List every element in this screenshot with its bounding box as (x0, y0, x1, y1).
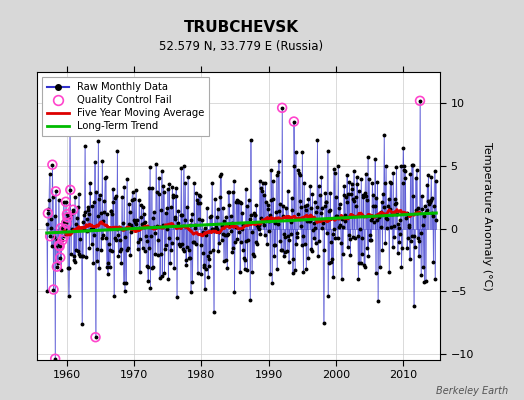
Point (51, 356, 59, 362)
Point (416, 98, 424, 104)
Point (57, 225, 65, 231)
Point (52, 264, 61, 270)
Point (48, 162, 57, 168)
Point (49, 286, 58, 293)
Point (91, 334, 100, 340)
Point (58, 237, 67, 243)
Point (46, 233, 54, 240)
Text: 52.579 N, 33.779 E (Russia): 52.579 N, 33.779 E (Russia) (159, 40, 323, 53)
Legend: Raw Monthly Data, Quality Control Fail, Five Year Moving Average, Long-Term Tren: Raw Monthly Data, Quality Control Fail, … (42, 77, 209, 136)
Point (55, 242, 63, 248)
Point (60, 233, 68, 240)
Point (43, 210, 52, 216)
Point (69, 206, 78, 213)
Point (63, 214, 72, 221)
Point (290, 118, 298, 125)
Y-axis label: Temperature Anomaly (°C): Temperature Anomaly (°C) (482, 142, 492, 290)
Point (66, 187, 74, 193)
Point (62, 198, 70, 205)
Text: TRUBCHEVSK: TRUBCHEVSK (183, 20, 299, 35)
Point (63, 211, 71, 218)
Point (60, 226, 69, 232)
Point (278, 105, 286, 111)
Text: Berkeley Earth: Berkeley Earth (436, 386, 508, 396)
Point (51, 188, 60, 194)
Point (56, 243, 64, 250)
Point (62, 220, 71, 227)
Point (56, 254, 64, 261)
